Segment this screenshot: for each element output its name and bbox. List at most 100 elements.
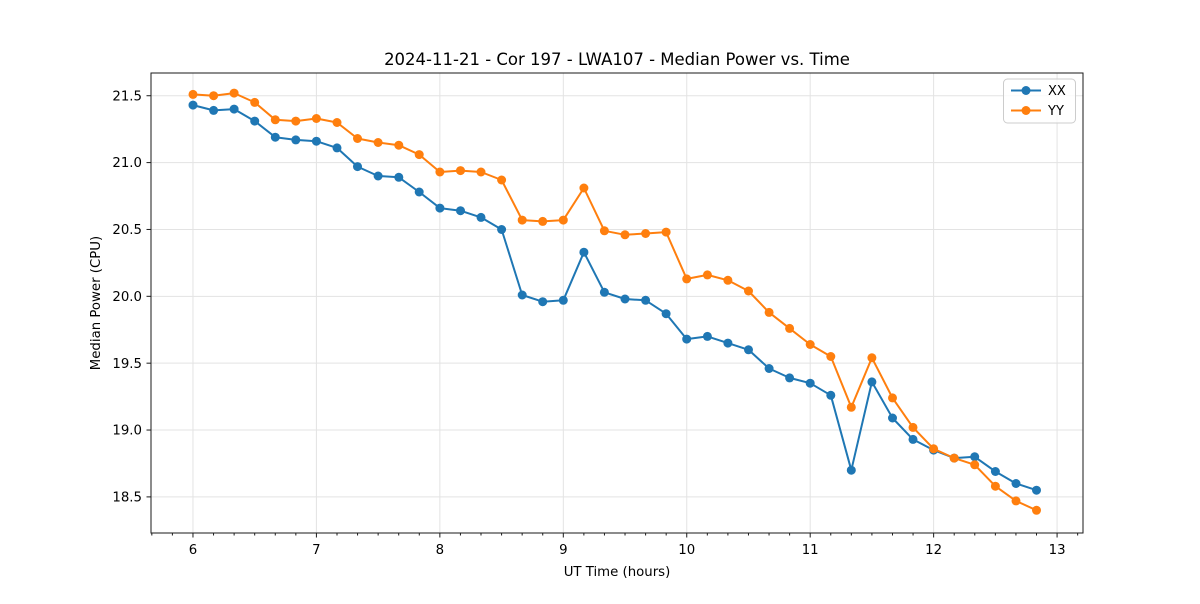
data-point [250, 97, 260, 107]
data-point [1032, 505, 1041, 515]
data-point [641, 295, 651, 305]
plot-area [151, 73, 1083, 533]
data-point [888, 413, 897, 423]
legend-label: YY [1047, 104, 1064, 119]
data-point [682, 274, 692, 284]
data-point [414, 187, 424, 197]
data-point [435, 203, 445, 213]
data-point [270, 132, 280, 142]
y-tick-label: 21.0 [112, 156, 142, 171]
data-point [867, 377, 877, 387]
data-point [846, 465, 856, 475]
series-YY-markers [188, 88, 1041, 515]
data-point [353, 162, 362, 172]
y-tick-label: 20.0 [112, 290, 142, 305]
data-point [826, 390, 836, 400]
y-tick-label: 18.5 [112, 490, 142, 505]
data-point [826, 352, 836, 361]
y-tick-label: 19.5 [112, 357, 142, 372]
plot-border [150, 72, 1084, 534]
data-point [744, 286, 753, 296]
x-tick-label: 10 [678, 543, 695, 558]
data-point [1011, 496, 1021, 506]
data-point [332, 118, 342, 127]
data-point [908, 422, 918, 432]
data-point [291, 116, 301, 126]
data-point [764, 307, 774, 317]
data-point [497, 175, 507, 185]
x-axis-label: UT Time (hours) [564, 565, 671, 580]
x-tick-label: 8 [436, 543, 444, 558]
data-point [291, 135, 301, 145]
data-point [846, 402, 856, 412]
y-tick-label: 19.0 [112, 424, 142, 439]
data-point [599, 226, 609, 236]
data-point [373, 171, 383, 181]
data-point [929, 444, 939, 454]
data-point [970, 460, 980, 470]
data-point [990, 481, 1000, 491]
data-point [353, 134, 362, 143]
legend: XX YY [1003, 78, 1076, 124]
data-point [209, 105, 219, 115]
data-point [332, 143, 342, 153]
data-point [702, 331, 712, 341]
data-point [229, 104, 239, 114]
data-point [538, 216, 548, 226]
y-tick-label: 21.5 [112, 89, 142, 104]
data-point [558, 215, 568, 225]
data-point [764, 364, 774, 373]
data-point [599, 287, 609, 297]
data-point [620, 230, 630, 240]
data-point [435, 167, 445, 177]
legend-label: XX [1048, 84, 1066, 99]
data-point [805, 340, 815, 349]
y-axis-label: Median Power (CPU) [89, 236, 104, 370]
data-point [661, 227, 671, 237]
data-point [394, 172, 404, 182]
data-point [188, 100, 198, 110]
data-point [949, 453, 959, 463]
data-point [476, 212, 486, 222]
data-point [579, 247, 589, 257]
legend-sample-marker [1021, 86, 1031, 95]
data-point [723, 275, 733, 285]
data-point [723, 338, 733, 348]
x-tick-label: 6 [189, 543, 197, 558]
data-point [414, 150, 424, 160]
data-point [744, 345, 753, 355]
legend-item-YY: YY [1011, 104, 1064, 119]
data-point [517, 290, 527, 300]
data-point [579, 183, 589, 193]
legend-sample-marker [1021, 106, 1031, 115]
data-point [785, 323, 795, 333]
x-tick-label: 7 [312, 543, 320, 558]
x-tick-label: 12 [925, 543, 942, 558]
data-point [209, 91, 219, 101]
data-point [311, 136, 321, 146]
x-tick-label: 11 [802, 543, 819, 558]
data-point [311, 114, 321, 123]
data-point [682, 334, 692, 344]
y-tick-label: 20.5 [112, 223, 142, 238]
x-tick-label: 13 [1049, 543, 1066, 558]
chart-title: 2024-11-21 - Cor 197 - LWA107 - Median P… [384, 50, 850, 69]
legend-item-XX: XX [1011, 84, 1066, 99]
data-point [456, 206, 465, 216]
series-XX-markers [188, 100, 1041, 495]
data-point [661, 309, 671, 319]
data-point [702, 270, 712, 280]
data-point [476, 167, 486, 177]
data-point [373, 138, 383, 147]
data-point [270, 115, 280, 125]
data-point [805, 378, 815, 388]
data-point [867, 353, 877, 363]
data-point [970, 452, 980, 462]
data-point [641, 229, 651, 238]
data-point [188, 89, 198, 99]
data-point [497, 225, 507, 234]
data-point [1011, 479, 1021, 488]
data-point [250, 116, 260, 126]
